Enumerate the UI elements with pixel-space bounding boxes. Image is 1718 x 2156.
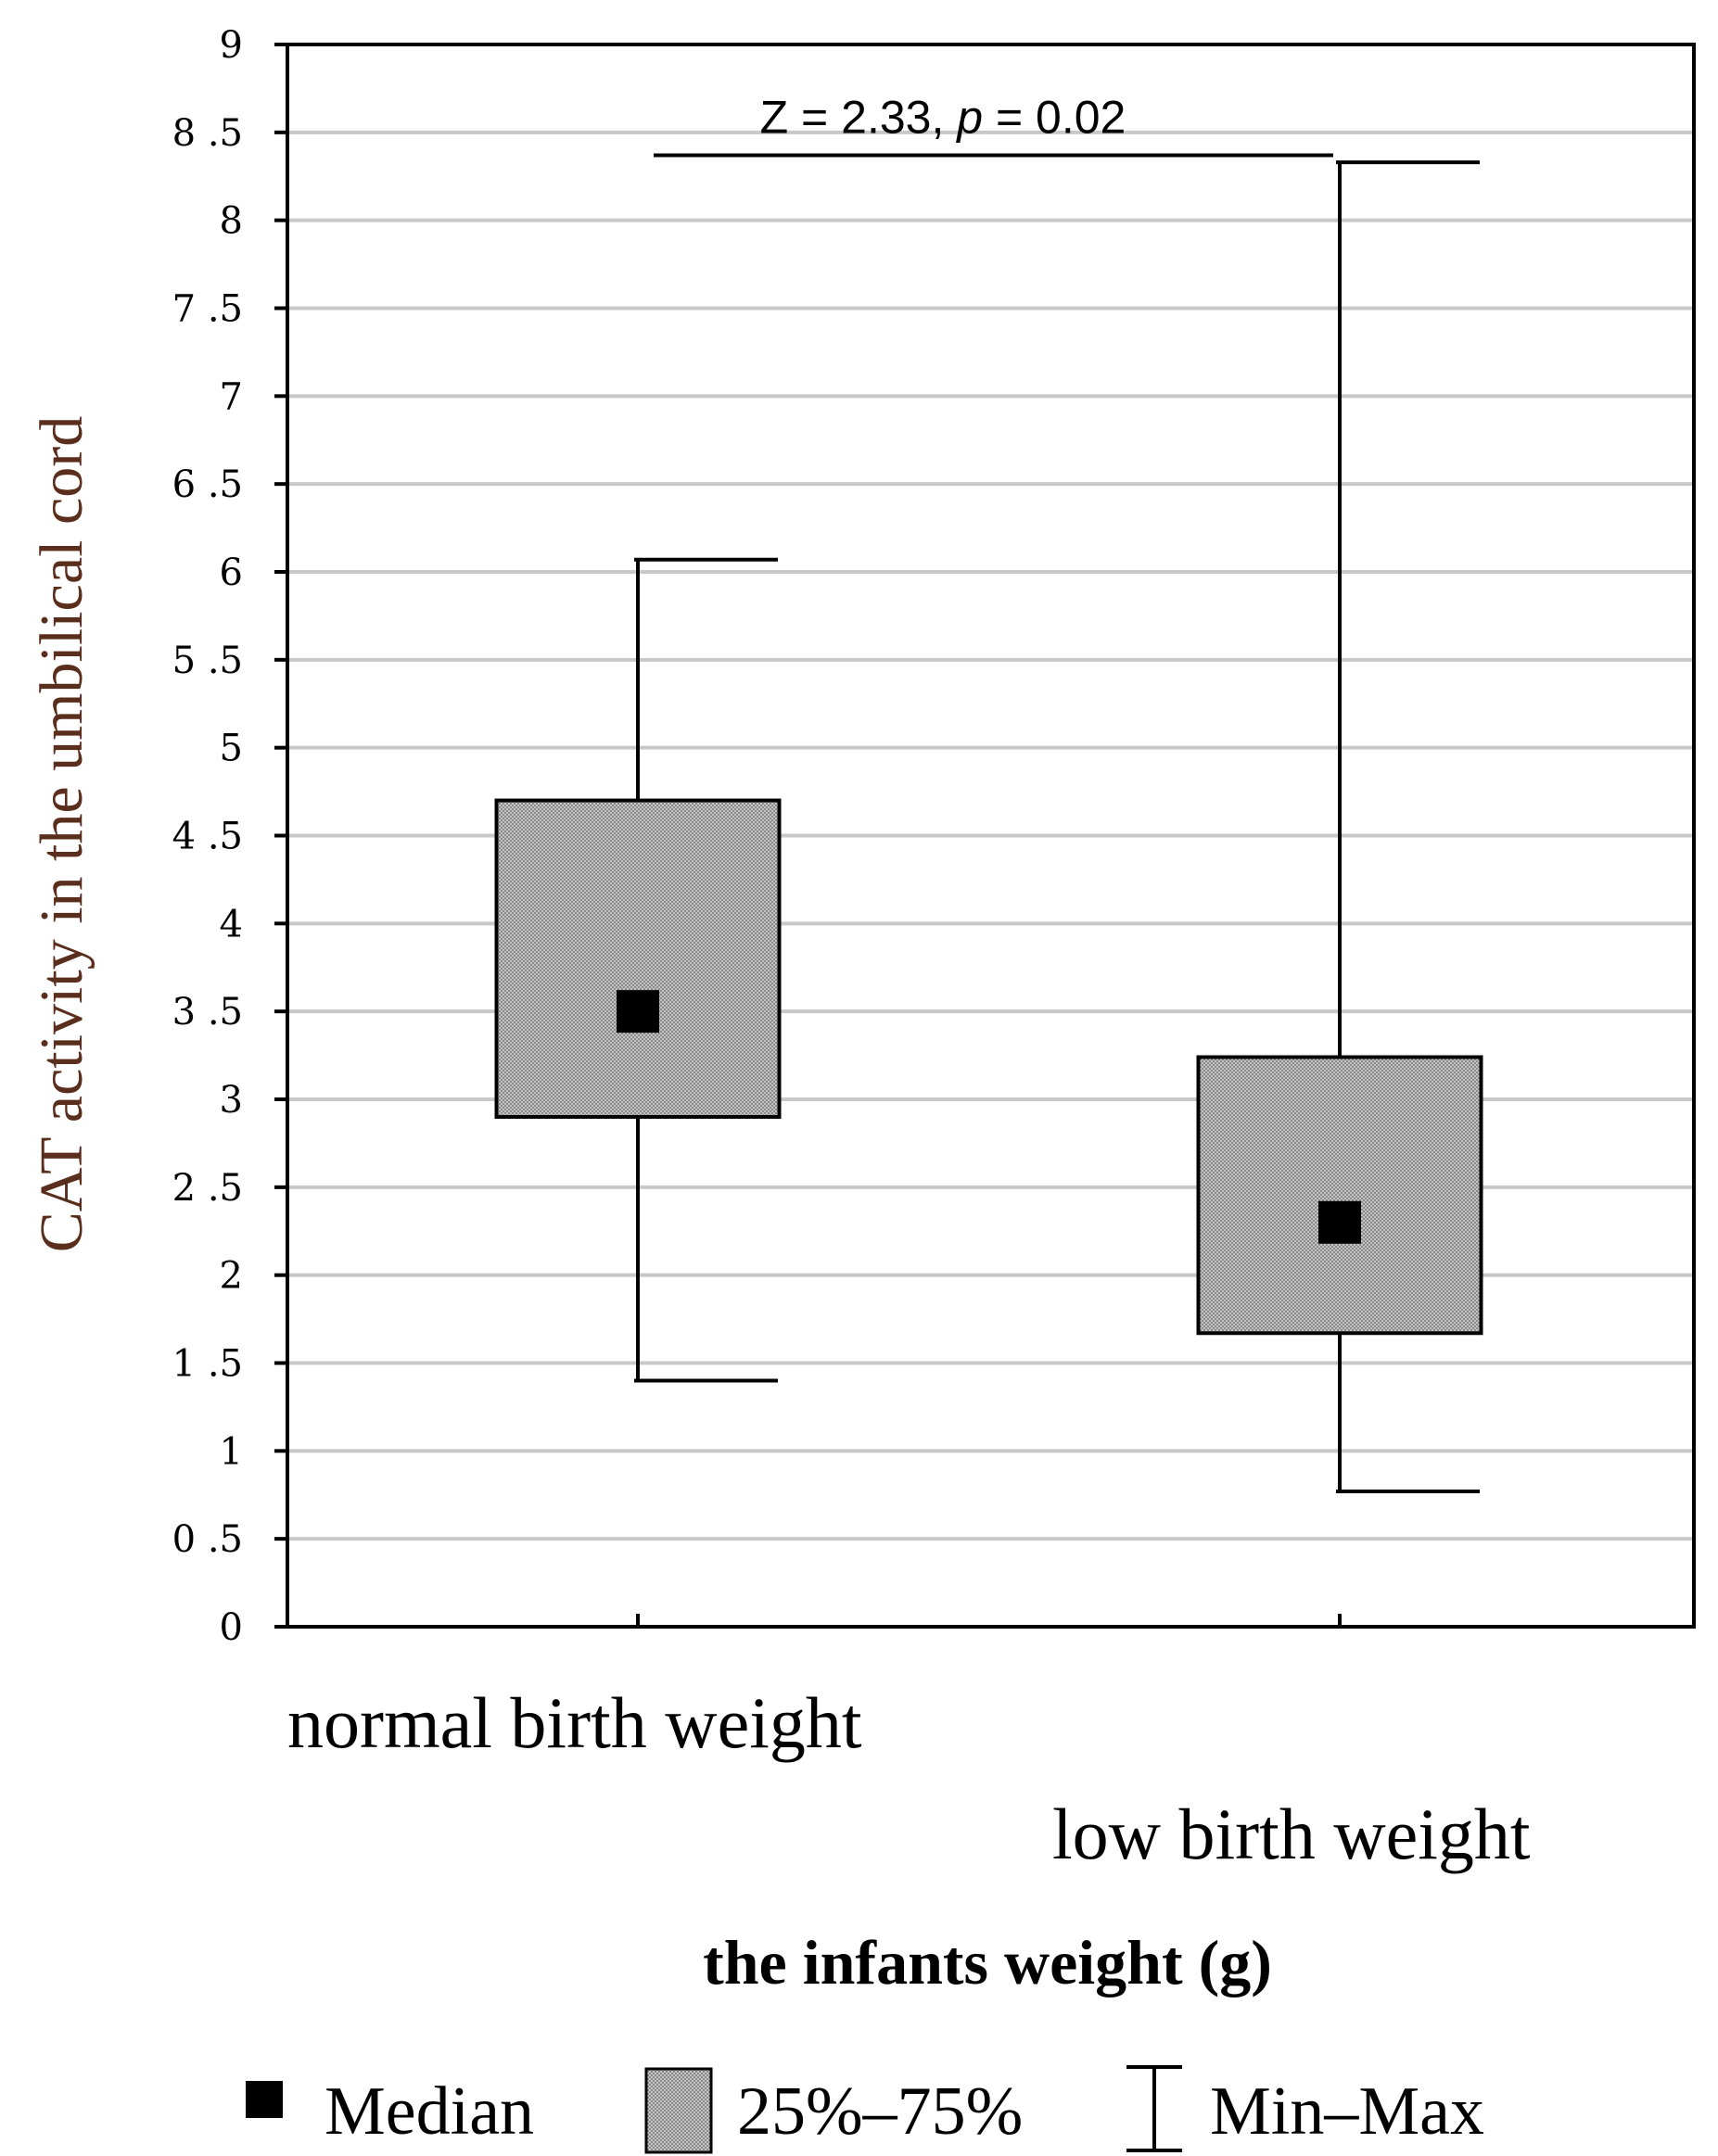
legend-minmax-label: Min–Max [1210, 2074, 1484, 2150]
y-tick-label-7: 3 .5 [172, 991, 243, 1034]
median-marker-1 [1318, 1200, 1361, 1244]
annotation-prefix: Z = 2.33, [760, 91, 958, 143]
legend-median-marker [246, 2081, 283, 2118]
y-axis-ticks: 0 0 .5 1 1 .5 2 2 .5 3 3 .5 4 4 .5 5 5 .5 6 6 .5 7 7 .5… [172, 24, 287, 1649]
iqr-box-0 [494, 798, 782, 1119]
median-marker-0 [617, 990, 659, 1034]
x-category-label-low: low birth weight [1052, 1794, 1531, 1874]
x-category-label-normal: normal birth weight [287, 1682, 862, 1763]
y-tick-label-3: 1 .5 [172, 1343, 243, 1386]
legend-median-label: Median [325, 2074, 534, 2150]
y-tick-label-6: 3 [220, 1079, 243, 1122]
y-tick-label-15: 7 .5 [172, 288, 243, 331]
y-tick-label-17: 8 .5 [172, 112, 243, 155]
y-axis-title: CAT activity in the umbilical cord [28, 416, 95, 1252]
y-tick-label-1: 0 .5 [172, 1518, 243, 1561]
box-group-0 [494, 557, 782, 1383]
y-tick-label-9: 4 .5 [172, 816, 243, 858]
legend: Median 25%–75% Min–Max [246, 2065, 1484, 2154]
y-tick-label-18: 9 [220, 24, 243, 67]
legend-iqr-marker [644, 2067, 713, 2154]
y-tick-label-2: 1 [220, 1430, 243, 1473]
iqr-box-1 [1196, 1055, 1483, 1336]
y-tick-label-12: 6 [220, 552, 243, 594]
annotation-suffix: = 0.02 [983, 91, 1126, 143]
annotation-p-symbol: p [955, 91, 983, 143]
y-tick-label-14: 7 [220, 375, 243, 418]
significance-label: Z = 2.33, p = 0.02 [760, 91, 1126, 143]
y-tick-label-0: 0 [220, 1606, 243, 1649]
x-axis-title: the infants weight (g) [703, 1927, 1272, 1997]
y-tick-label-5: 2 .5 [172, 1167, 243, 1210]
x-axis-ticks [636, 1614, 1342, 1627]
significance-annotation: Z = 2.33, p = 0.02 [654, 91, 1333, 158]
y-tick-label-13: 6 .5 [172, 463, 243, 506]
y-tick-label-4: 2 [220, 1255, 243, 1298]
boxes [494, 160, 1483, 1493]
legend-whisker-marker [1126, 2065, 1182, 2152]
y-tick-label-8: 4 [220, 903, 243, 945]
box-group-1 [1196, 160, 1483, 1493]
plot-area-frame [286, 43, 1696, 1629]
y-tick-label-16: 8 [220, 200, 243, 243]
legend-iqr-label: 25%–75% [737, 2074, 1023, 2150]
y-tick-label-11: 5 .5 [172, 640, 243, 682]
y-tick-label-10: 5 [220, 728, 243, 770]
